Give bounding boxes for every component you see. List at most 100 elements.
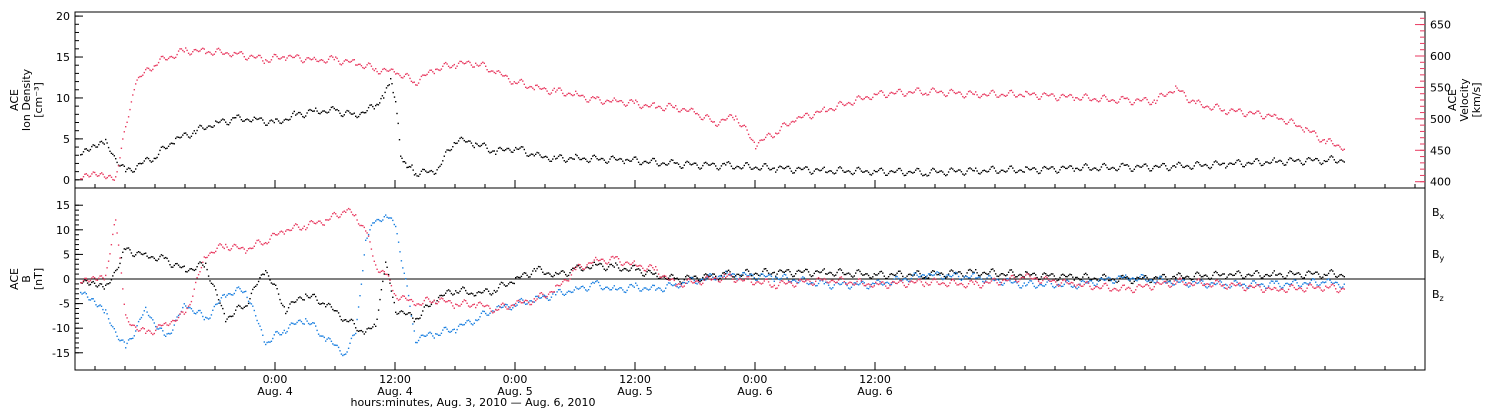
velocity-point — [1043, 92, 1045, 94]
velocity-point — [565, 95, 567, 97]
density-point — [135, 168, 137, 170]
By-point — [627, 286, 630, 288]
density-point — [972, 169, 974, 172]
Bz-point — [102, 277, 104, 279]
By-point — [903, 278, 905, 280]
density-point — [393, 96, 396, 98]
density-point — [550, 160, 553, 162]
Bz-point — [443, 300, 445, 302]
velocity-point — [719, 121, 721, 123]
By-point — [809, 283, 811, 285]
Bz-point — [265, 242, 267, 244]
velocity-point — [1295, 124, 1297, 127]
density-point — [482, 143, 484, 145]
By-point — [135, 330, 137, 332]
density-point — [969, 167, 971, 169]
Bx-point — [1217, 274, 1220, 276]
density-point — [107, 146, 110, 149]
velocity-point — [572, 94, 574, 97]
density-point — [562, 157, 564, 159]
By-point — [1243, 283, 1245, 285]
Bz-point — [323, 224, 325, 226]
Bz-point — [855, 283, 857, 285]
density-point — [679, 166, 681, 168]
Bx-point — [572, 267, 574, 269]
velocity-point — [496, 70, 498, 72]
velocity-point — [373, 69, 375, 72]
By-point — [355, 332, 357, 335]
By-point — [256, 319, 258, 322]
density-point — [136, 165, 138, 167]
Bz-point — [1107, 287, 1110, 290]
velocity-point — [436, 68, 438, 70]
By-point — [705, 279, 707, 281]
Bz-point — [1190, 283, 1193, 286]
velocity-point — [726, 117, 728, 120]
density-point — [1262, 164, 1264, 166]
By-point — [299, 319, 301, 321]
Bz-point — [345, 211, 347, 213]
density-point — [669, 160, 671, 163]
Bz-point — [1316, 286, 1318, 288]
Bz-point — [220, 244, 223, 246]
By-point — [1003, 282, 1005, 285]
density-point — [552, 158, 554, 160]
By-point — [842, 282, 844, 284]
Bx-point — [106, 283, 108, 285]
density-point — [1043, 165, 1045, 168]
Bx-point — [219, 302, 221, 304]
Bz-point — [760, 283, 763, 285]
Bx-point — [1006, 274, 1008, 276]
velocity-point — [542, 87, 544, 90]
By-point — [423, 335, 425, 337]
top-left-tick-label: 5 — [63, 133, 70, 146]
Bx-point — [849, 273, 851, 275]
By-point — [1016, 282, 1018, 284]
Bx-point — [147, 257, 150, 259]
Bx-point — [1003, 274, 1005, 276]
Bz-point — [212, 251, 214, 254]
velocity-point — [920, 92, 923, 94]
Bx-point — [1172, 276, 1174, 278]
By-point — [216, 303, 218, 305]
density-point — [662, 162, 664, 164]
Bz-point — [603, 260, 605, 262]
density-point — [612, 155, 614, 157]
Bz-point — [1303, 291, 1305, 293]
Bz-point — [712, 278, 714, 280]
velocity-point — [1220, 110, 1223, 112]
Bz-point — [570, 274, 573, 276]
Bx-point — [345, 319, 347, 321]
velocity-point — [1299, 125, 1301, 127]
By-point — [1237, 284, 1240, 286]
velocity-point — [1300, 126, 1303, 129]
Bx-point — [292, 301, 294, 303]
density-point — [1060, 166, 1063, 168]
Bz-point — [625, 261, 627, 264]
Bz-point — [882, 281, 884, 283]
By-point — [1197, 282, 1200, 284]
Bx-point — [98, 284, 100, 287]
Bx-point — [1042, 273, 1044, 275]
velocity-point — [599, 99, 601, 101]
density-point — [1110, 167, 1113, 169]
Bz-point — [1059, 284, 1061, 287]
By-point — [775, 276, 777, 278]
density-point — [1125, 164, 1127, 166]
By-point — [1139, 276, 1141, 278]
density-point — [693, 162, 695, 164]
density-point — [463, 139, 465, 142]
Bx-point — [207, 275, 210, 277]
By-point — [1210, 282, 1213, 284]
velocity-point — [515, 82, 517, 84]
density-point — [116, 161, 118, 164]
Bx-point — [803, 270, 805, 272]
density-point — [815, 168, 817, 170]
Bx-point — [476, 292, 478, 294]
velocity-point — [150, 70, 153, 72]
velocity-point — [556, 89, 558, 91]
Bz-point — [1083, 283, 1085, 286]
Bx-point — [1046, 274, 1048, 276]
Bz-point — [963, 286, 965, 288]
By-point — [1175, 279, 1177, 281]
